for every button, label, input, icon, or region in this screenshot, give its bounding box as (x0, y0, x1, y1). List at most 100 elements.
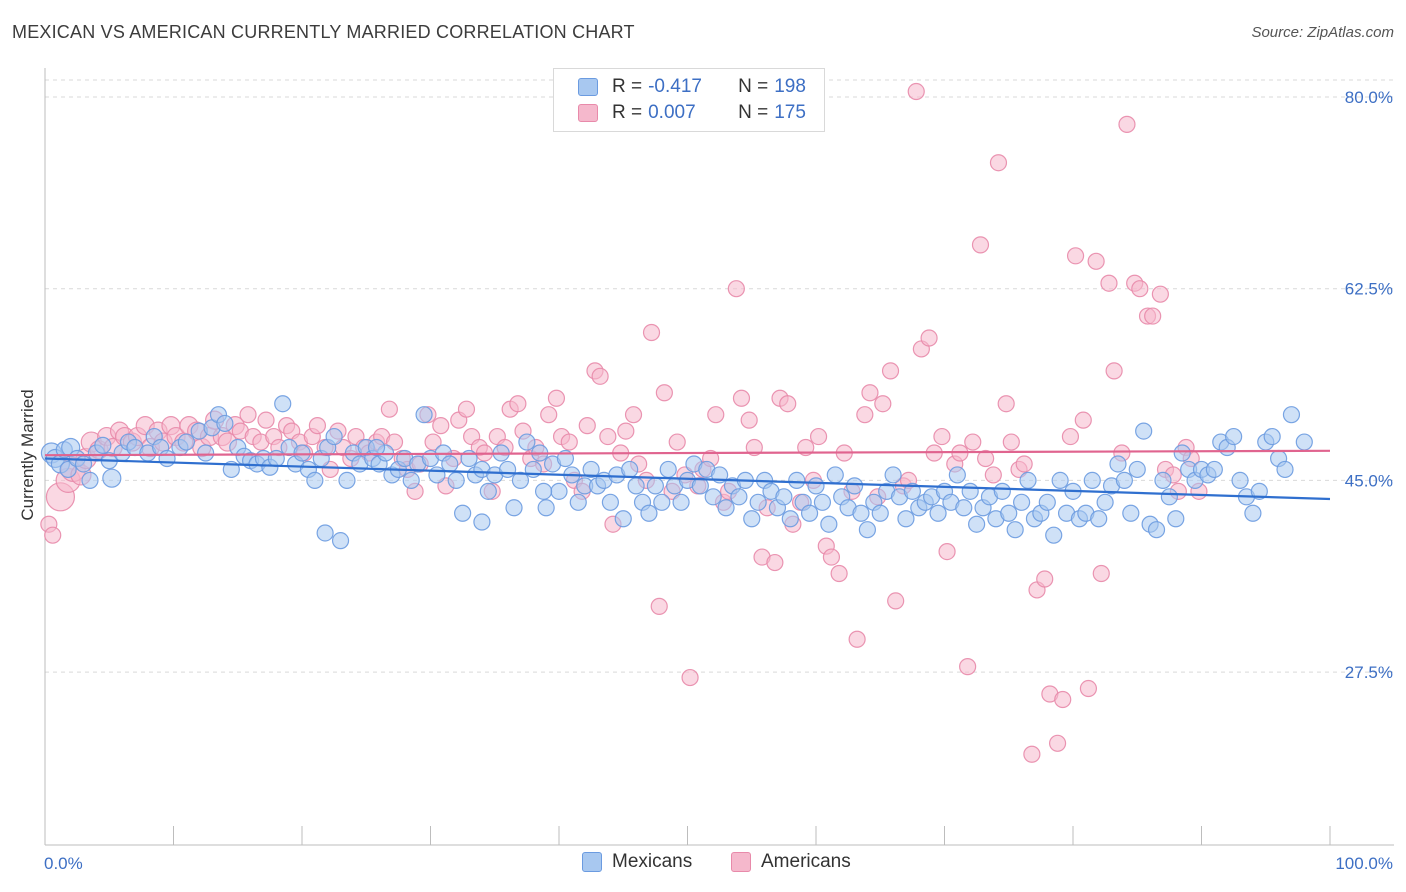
mexicans-point (807, 477, 825, 495)
americans-point (984, 466, 1002, 484)
mexicans-point (704, 488, 722, 506)
americans-point (920, 329, 938, 347)
mexicans-point (730, 488, 748, 506)
trend-layer (44, 449, 1331, 501)
mexicans-point (367, 438, 386, 457)
mexicans-point (1282, 406, 1301, 424)
mexicans-point (646, 477, 664, 495)
mexicans-point (852, 504, 870, 522)
mexicans-point (306, 471, 324, 489)
americans-point (727, 280, 745, 298)
mexicans-point (338, 471, 356, 489)
americans-point (1061, 427, 1080, 446)
mexicans-point (1147, 521, 1166, 539)
x-tick-label: 0.0% (44, 854, 83, 873)
mexicans-point (1295, 433, 1313, 451)
americans-point (1144, 307, 1162, 325)
mexicans-point (94, 436, 112, 454)
correlation-legend: R = -0.417 N = 198 R = 0.007 N = 175 (553, 68, 825, 132)
points-layer (40, 82, 1313, 763)
mexicans-point (316, 524, 334, 542)
americans-point (599, 427, 617, 446)
mexicans-point (505, 499, 523, 517)
mexicans-point (1154, 471, 1172, 489)
mexicans-point (1090, 510, 1108, 528)
mexicans-point (447, 471, 465, 489)
americans-point (457, 400, 476, 418)
mexicans-point (1167, 510, 1185, 528)
mexicans-point (749, 493, 767, 511)
mexicans-point (659, 460, 677, 479)
mexicans-point (74, 455, 93, 473)
americans-point (1048, 734, 1067, 752)
mexicans-point (903, 482, 921, 500)
mexicans-swatch-icon (578, 78, 598, 96)
mexicans-point (441, 455, 459, 473)
mexicans-point (402, 471, 420, 489)
americans-point (779, 395, 797, 413)
americans-point (1079, 679, 1098, 698)
series-legend: Mexicans Americans (0, 851, 1406, 877)
mexicans-point (1051, 471, 1069, 489)
americans-point (650, 597, 668, 615)
americans-point (560, 433, 578, 451)
mexicans-point (518, 433, 536, 451)
mexicans-point (102, 468, 122, 488)
legend-n-value: 175 (774, 102, 806, 123)
americans-point (938, 543, 956, 561)
axis-layer (44, 68, 1394, 846)
americans-point (578, 417, 596, 435)
americans-point (1151, 285, 1169, 303)
mexicans-point (331, 532, 350, 550)
legend-item-mexicans[interactable]: Mexicans (582, 851, 692, 873)
mexicans-point (479, 482, 497, 500)
americans-point (308, 417, 327, 435)
mexicans-point (1006, 521, 1024, 539)
americans-point (1100, 274, 1118, 292)
mexicans-point (743, 510, 761, 528)
mexicans-point (1244, 504, 1262, 522)
mexicans-point (569, 493, 587, 511)
americans-point (766, 553, 784, 572)
mexicans-point (1135, 422, 1153, 440)
mexicans-legend-icon (582, 852, 602, 872)
americans-point (830, 564, 848, 583)
mexicans-point (1225, 427, 1243, 446)
americans-point (881, 362, 900, 380)
americans-point (1023, 745, 1041, 763)
americans-point (591, 367, 609, 385)
mexicans-point (1000, 504, 1018, 522)
americans-point (887, 592, 905, 610)
americans-point (655, 384, 673, 402)
mexicans-point (499, 460, 517, 479)
americans-point (239, 406, 257, 424)
mexicans-point (1045, 526, 1063, 544)
legend-r-value: 0.007 (648, 102, 696, 123)
mexicans-point (1038, 493, 1056, 511)
mexicans-point (621, 460, 639, 479)
americans-legend-icon (731, 852, 751, 872)
americans-point (257, 411, 275, 429)
mexicans-point (1122, 504, 1140, 522)
legend-label-mexicans: Mexicans (612, 851, 693, 872)
americans-point (1118, 115, 1136, 133)
americans-point (907, 82, 925, 101)
americans-point (1087, 252, 1105, 270)
mexicans-point (1019, 471, 1037, 489)
mexicans-point (582, 460, 600, 479)
mexicans-point (948, 466, 966, 484)
legend-r-label: R = (612, 76, 643, 97)
americans-point (809, 427, 828, 446)
legend-item-americans[interactable]: Americans (731, 851, 851, 873)
mexicans-point (293, 444, 311, 462)
americans-point (1092, 564, 1110, 583)
americans-point (1054, 690, 1072, 709)
mexicans-point (454, 504, 472, 522)
legend-n-label: N = (738, 76, 769, 97)
mexicans-point (788, 471, 806, 489)
mexicans-point (961, 482, 979, 500)
mexicans-point (197, 444, 215, 462)
mexicans-point (640, 504, 658, 522)
mexicans-point (884, 466, 902, 484)
